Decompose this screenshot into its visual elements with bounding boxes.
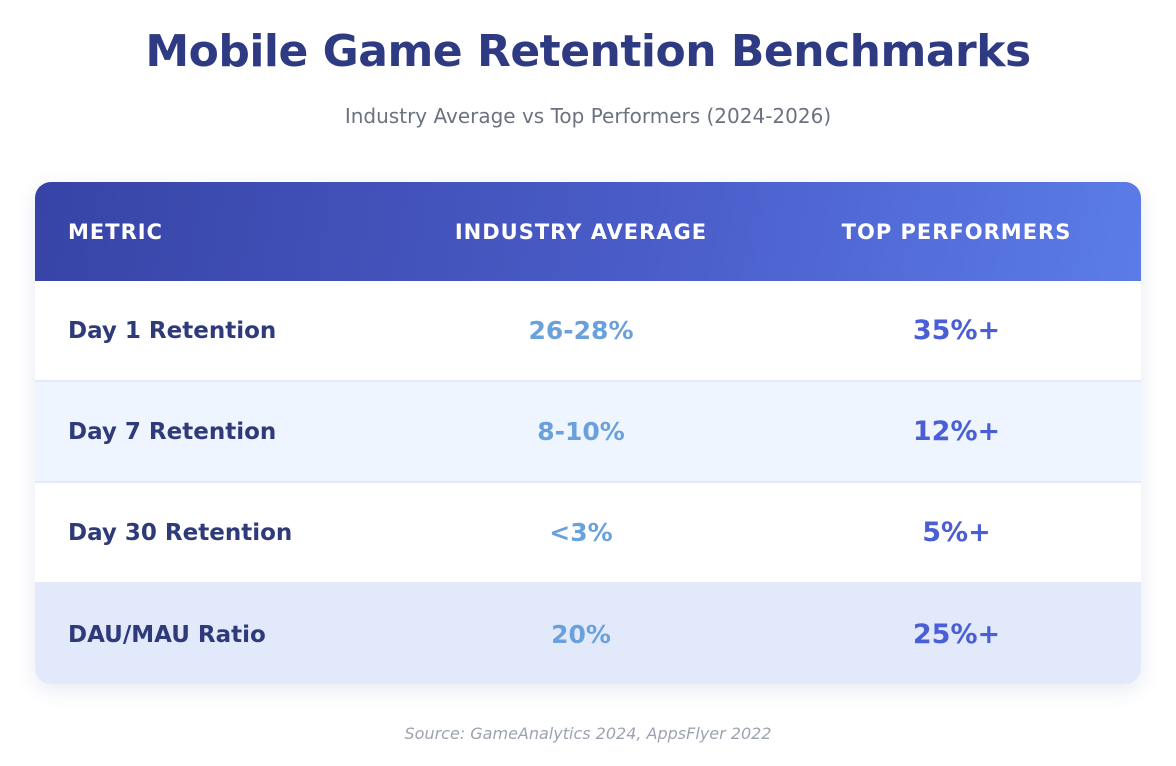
page-subtitle: Industry Average vs Top Performers (2024… (344, 104, 832, 128)
table-row: Day 1 Retention 26-28% 35%+ (35, 281, 1141, 382)
header-top-performers: TOP PERFORMERS (841, 219, 1072, 244)
metric-cell: Day 7 Retention (68, 418, 277, 445)
table-header: METRIC INDUSTRY AVERAGE TOP PERFORMERS (35, 182, 1141, 281)
top-cell: 35%+ (912, 315, 1001, 346)
table-row: DAU/MAU Ratio 20% 25%+ (35, 584, 1141, 684)
average-cell: 20% (551, 620, 611, 649)
average-cell: 8-10% (537, 417, 625, 446)
average-cell: <3% (549, 518, 613, 547)
top-cell: 25%+ (912, 619, 1001, 650)
table-row: Day 7 Retention 8-10% 12%+ (35, 382, 1141, 483)
benchmark-table: METRIC INDUSTRY AVERAGE TOP PERFORMERS D… (35, 182, 1141, 684)
metric-cell: Day 30 Retention (68, 519, 293, 546)
metric-cell: DAU/MAU Ratio (68, 621, 266, 648)
page-title: Mobile Game Retention Benchmarks (145, 26, 1031, 77)
metric-cell: Day 1 Retention (68, 317, 277, 344)
source-note: Source: GameAnalytics 2024, AppsFlyer 20… (404, 724, 772, 743)
top-cell: 12%+ (912, 416, 1001, 447)
top-cell: 5%+ (922, 517, 991, 548)
average-cell: 26-28% (528, 316, 634, 345)
header-metric: METRIC (68, 219, 163, 244)
header-industry-average: INDUSTRY AVERAGE (454, 219, 708, 244)
table-row: Day 30 Retention <3% 5%+ (35, 483, 1141, 584)
